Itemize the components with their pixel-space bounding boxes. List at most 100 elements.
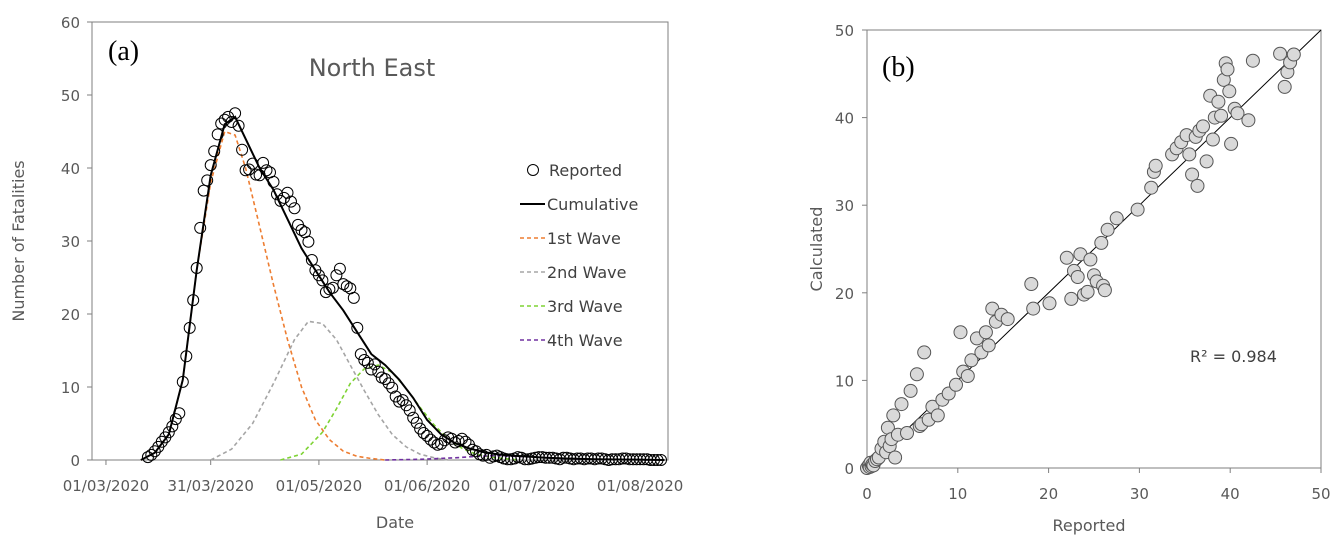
reported-point xyxy=(456,432,468,445)
scatter-point xyxy=(964,353,979,368)
r-squared-annotation: R² = 0.984 xyxy=(1190,347,1277,366)
scatter-point xyxy=(894,397,909,412)
reported-point xyxy=(459,435,472,448)
plot-area-b xyxy=(866,29,1322,469)
reported-point xyxy=(379,373,392,385)
reported-point xyxy=(319,286,332,299)
reported-point xyxy=(180,350,193,363)
scatter-point xyxy=(949,377,963,392)
scatter-point xyxy=(1000,312,1015,327)
legend-label-cumulative: Cumulative xyxy=(547,195,638,214)
scatter-point xyxy=(953,325,968,340)
scatter-point xyxy=(1205,132,1220,147)
scatter-point xyxy=(1144,180,1159,195)
reported-point xyxy=(232,119,245,132)
reported-point xyxy=(326,281,339,294)
x-tick-label-b: 50 xyxy=(1311,485,1330,503)
scatter-point xyxy=(1241,113,1256,128)
reported-point xyxy=(648,454,660,466)
reported-point xyxy=(225,116,238,128)
reported-point xyxy=(260,164,273,177)
scatter-point xyxy=(1064,291,1079,306)
reported-point xyxy=(351,321,364,334)
scatter-point xyxy=(903,383,918,398)
y-tick-label-a: 0 xyxy=(70,452,80,470)
scatter-point xyxy=(1130,202,1145,217)
reported-point xyxy=(655,454,667,466)
x-tick-label-a: 31/03/2020 xyxy=(167,477,253,495)
scatter-point xyxy=(1070,270,1085,284)
chart-a: 0 10 20 30 40 50 60 01/03/2020 31/03/2020 01/05/2… xyxy=(9,14,683,532)
reported-point xyxy=(190,262,203,274)
scatter-point xyxy=(930,408,945,423)
reported-point xyxy=(470,445,482,458)
scatter-point xyxy=(1100,222,1115,237)
reported-point xyxy=(368,358,381,371)
x-tick-label-b: 30 xyxy=(1130,485,1149,503)
x-tick-label-b: 20 xyxy=(1039,485,1058,503)
reported-point xyxy=(340,280,353,293)
reported-point xyxy=(281,186,294,199)
reported-point xyxy=(403,404,416,417)
y-tick-label-a: 10 xyxy=(61,379,80,397)
reported-point xyxy=(257,156,270,169)
reported-point xyxy=(452,435,465,447)
scatter-point xyxy=(1026,301,1041,316)
reported-point xyxy=(229,107,242,120)
reported-point xyxy=(637,453,650,466)
reported-point xyxy=(169,413,182,426)
reported-point xyxy=(148,445,161,458)
y-tick-label-b: 10 xyxy=(835,372,854,390)
y-tick-label-a: 20 xyxy=(61,306,80,324)
reported-point xyxy=(435,437,448,450)
x-axis-title-a: Date xyxy=(376,513,414,532)
scatter-point xyxy=(1224,136,1239,151)
reported-point xyxy=(141,451,154,464)
scatter-point xyxy=(917,345,932,360)
scatter-point xyxy=(909,367,924,382)
scatter-point xyxy=(960,369,975,383)
reported-point xyxy=(166,420,179,433)
reported-point xyxy=(288,202,301,215)
scatter-point xyxy=(886,408,901,423)
scatter-point xyxy=(1214,108,1229,123)
reported-point xyxy=(187,294,200,307)
reported-point xyxy=(445,432,458,445)
reported-point xyxy=(421,429,434,442)
x-tick-label-b: 10 xyxy=(948,485,967,503)
y-tick-label-b: 30 xyxy=(835,197,854,215)
scatter-point xyxy=(981,338,996,353)
reported-point xyxy=(295,224,308,236)
x-tick-label-a: 01/05/2020 xyxy=(276,477,362,495)
reported-point xyxy=(194,221,207,234)
reported-point xyxy=(162,426,175,439)
scatter-point xyxy=(1080,284,1095,299)
reported-point xyxy=(358,354,371,366)
series-line-2nd-wave xyxy=(210,320,449,461)
reported-point xyxy=(211,128,224,141)
legend-label-3rd-wave: 3rd Wave xyxy=(547,297,623,316)
x-tick-label-a: 01/07/2020 xyxy=(489,477,575,495)
scatter-point xyxy=(1182,147,1197,162)
reported-point xyxy=(201,174,214,187)
scatter-point xyxy=(1109,211,1124,226)
x-tick-label-a: 01/03/2020 xyxy=(63,477,149,495)
y-tick-label-a: 60 xyxy=(61,14,80,32)
reported-point xyxy=(382,377,395,390)
scatter-point xyxy=(1059,250,1074,265)
reported-point xyxy=(347,291,360,304)
panel-label-a: (a) xyxy=(108,36,139,67)
legend-label-1st-wave: 1st Wave xyxy=(547,229,621,248)
scatter-point xyxy=(888,450,903,465)
reported-point xyxy=(208,145,221,158)
reported-point xyxy=(173,407,186,420)
scatter-point xyxy=(1094,235,1109,250)
reported-point xyxy=(361,356,374,369)
reported-point xyxy=(145,448,158,461)
legend-label-reported: Reported xyxy=(549,161,622,180)
scatter-point xyxy=(1190,178,1205,193)
scatter-point xyxy=(1097,283,1112,298)
reported-point xyxy=(267,175,280,188)
panel-label-b: (b) xyxy=(882,52,915,83)
y-axis-title-b: Calculated xyxy=(807,207,826,292)
